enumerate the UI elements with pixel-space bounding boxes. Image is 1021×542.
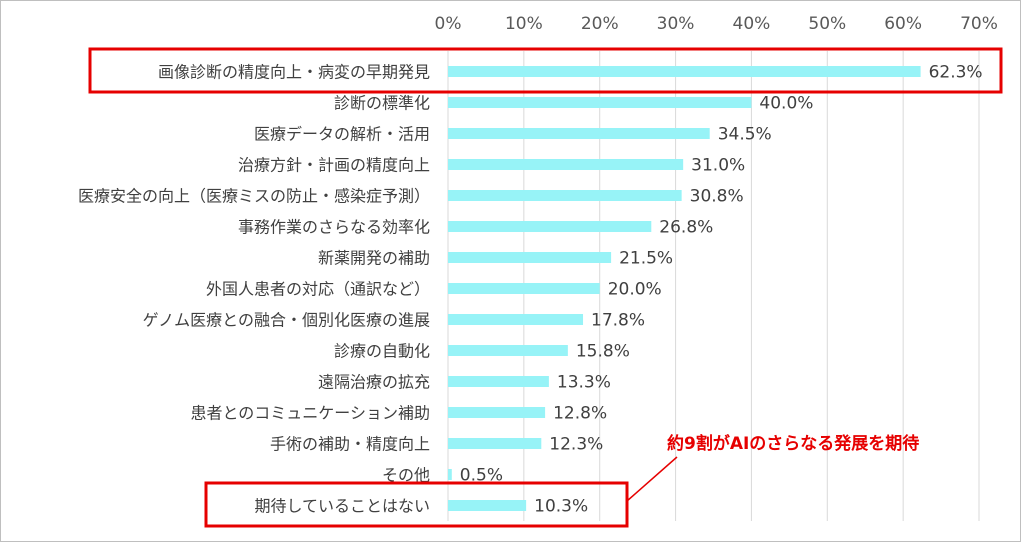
bar	[448, 190, 682, 201]
category-label: 診断の標準化	[334, 94, 430, 113]
value-label: 0.5%	[460, 466, 503, 486]
category-label: その他	[382, 466, 430, 485]
category-label: 医療データの解析・活用	[254, 125, 430, 144]
category-label: 外国人患者の対応（通訳など）	[206, 280, 430, 299]
bar	[448, 345, 568, 356]
category-label: 期待していることはない	[254, 497, 430, 516]
bar	[448, 66, 921, 77]
bar	[448, 97, 752, 108]
x-tick-label: 0%	[435, 14, 462, 34]
bar	[448, 252, 612, 263]
value-label: 34.5%	[718, 125, 772, 145]
value-label: 40.0%	[759, 94, 813, 114]
value-label: 30.8%	[690, 187, 744, 207]
annotation-group: 約9割がAIのさらなる発展を期待	[626, 433, 919, 502]
value-label: 31.0%	[691, 156, 745, 176]
x-tick-labels: 0% 10% 20% 30% 40% 50% 60% 70%	[435, 14, 998, 34]
value-label: 12.3%	[549, 435, 603, 455]
value-label: 17.8%	[591, 311, 645, 331]
bar	[448, 469, 452, 480]
bar	[448, 438, 542, 449]
category-label: 診療の自動化	[334, 342, 430, 361]
value-label: 12.8%	[553, 404, 607, 424]
category-label: 画像診断の精度向上・病変の早期発見	[158, 63, 430, 82]
highlight-box	[204, 481, 629, 528]
bar	[448, 376, 549, 387]
x-tick-label: 60%	[884, 14, 922, 34]
bar	[448, 159, 684, 170]
value-label: 13.3%	[557, 373, 611, 393]
bar	[448, 221, 652, 232]
value-label: 26.8%	[659, 218, 713, 238]
x-tick-label: 50%	[808, 14, 846, 34]
category-label: 患者とのコミュニケーション補助	[190, 404, 430, 423]
x-tick-label: 30%	[657, 14, 695, 34]
category-label: 治療方針・計画の精度向上	[238, 156, 430, 175]
category-label: 医療安全の向上（医療ミスの防止・感染症予測）	[78, 187, 430, 206]
value-labels: 62.3% 40.0% 34.5% 31.0% 30.8% 26.8% 21.5% 20.0%…	[460, 63, 983, 517]
x-tick-label: 20%	[581, 14, 619, 34]
annotation-text: 約9割がAIのさらなる発展を期待	[667, 433, 919, 454]
category-label: 新薬開発の補助	[318, 249, 430, 268]
x-tick-label: 40%	[733, 14, 771, 34]
annotation-callout-line	[626, 456, 678, 502]
x-tick-label: 10%	[505, 14, 543, 34]
value-label: 10.3%	[534, 497, 588, 517]
value-label: 20.0%	[608, 280, 662, 300]
category-labels: 画像診断の精度向上・病変の早期発見診断の標準化医療データの解析・活用治療方針・計…	[78, 63, 430, 516]
bar	[448, 500, 527, 511]
value-label: 62.3%	[929, 63, 983, 83]
bar	[448, 407, 546, 418]
value-label: 21.5%	[619, 249, 673, 269]
bar	[448, 314, 584, 325]
category-label: 事務作業のさらなる効率化	[238, 218, 430, 237]
category-label: 遠隔治療の拡充	[318, 373, 430, 392]
bar	[448, 128, 710, 139]
highlight-boxes	[88, 47, 1003, 528]
bars	[448, 66, 921, 511]
category-label: 手術の補助・精度向上	[270, 435, 430, 454]
value-label: 15.8%	[576, 342, 630, 362]
highlight-box	[88, 47, 1003, 94]
x-tick-label: 70%	[960, 14, 998, 34]
category-label: ゲノム医療との融合・個別化医療の進展	[143, 311, 430, 330]
bar	[448, 283, 600, 294]
